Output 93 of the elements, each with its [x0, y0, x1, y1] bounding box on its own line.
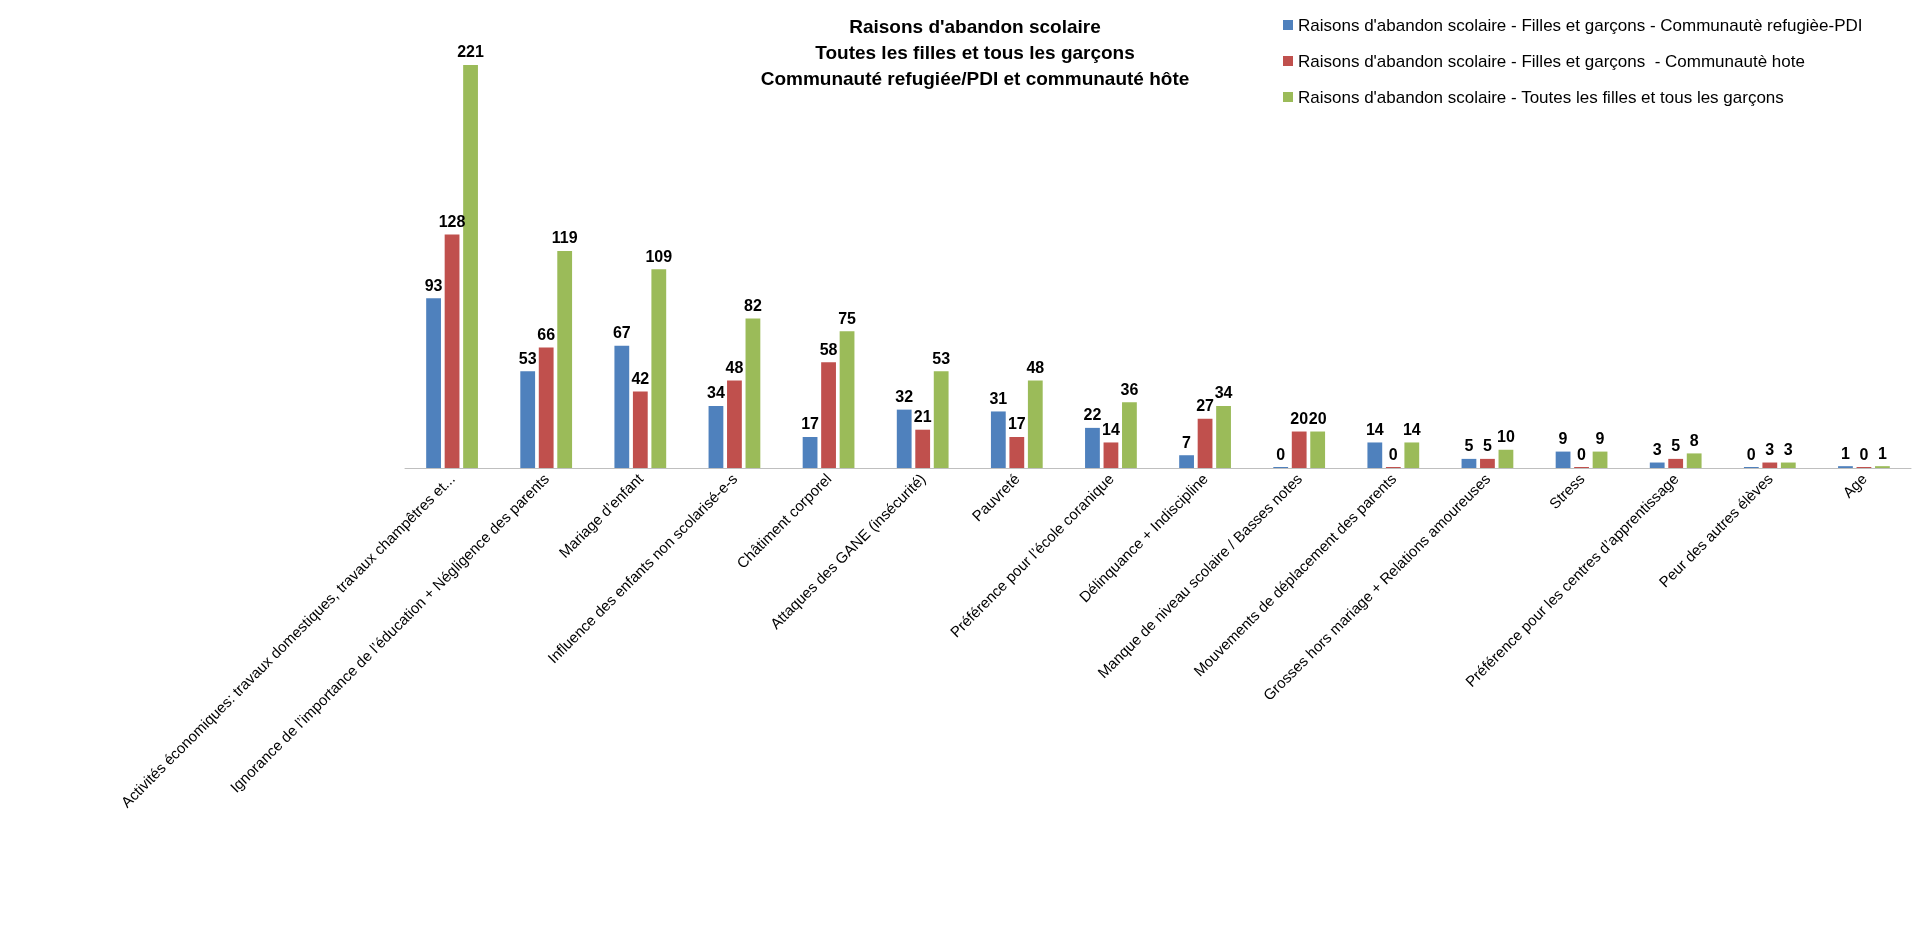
bar: [1649, 462, 1665, 468]
data-label: 34: [1214, 384, 1233, 402]
data-label: 0: [1577, 445, 1587, 463]
bar: [1780, 462, 1796, 468]
data-label: 42: [631, 369, 650, 387]
bar: [1103, 442, 1119, 468]
data-label: 3: [1652, 441, 1662, 459]
bar: [444, 234, 460, 468]
data-label: 5: [1464, 437, 1474, 455]
x-tick-label: Age: [1839, 469, 1870, 501]
bar: [1310, 431, 1326, 468]
bar: [1480, 458, 1495, 468]
data-label: 66: [537, 326, 556, 344]
data-label: 5: [1671, 437, 1681, 455]
bar: [614, 345, 630, 468]
data-label: 10: [1497, 428, 1515, 446]
bar: [651, 269, 667, 468]
bar: [1179, 455, 1194, 468]
data-label: 7: [1182, 433, 1192, 451]
bar: [708, 405, 724, 468]
data-label: 1: [1841, 444, 1850, 462]
data-label: 32: [895, 388, 914, 406]
data-label: 9: [1558, 430, 1568, 448]
data-label: 14: [1102, 420, 1120, 438]
bar: [1461, 458, 1477, 468]
bar: [1686, 453, 1702, 468]
data-label: 109: [645, 247, 673, 265]
legend-label: Raisons d'abandon scolaire - Filles et garçons - Communautè hote: [1298, 51, 1805, 71]
data-label: 53: [932, 349, 951, 367]
bar: [1762, 462, 1778, 468]
data-label: 14: [1365, 420, 1384, 438]
bar: [1197, 418, 1213, 468]
bar: [538, 347, 554, 468]
bar: [1367, 442, 1383, 468]
data-label: 17: [801, 415, 820, 433]
data-label: 27: [1196, 397, 1215, 415]
data-label: 36: [1120, 380, 1139, 398]
bar: [727, 380, 742, 468]
bar: [839, 331, 855, 468]
bar: [1555, 451, 1571, 468]
bar: [520, 371, 536, 468]
bar: [1085, 427, 1100, 468]
data-label: 3: [1765, 441, 1775, 459]
bar: [463, 64, 478, 468]
data-label: 53: [518, 349, 537, 367]
data-label: 0: [1388, 445, 1398, 463]
data-label: 22: [1083, 406, 1102, 424]
data-label: 48: [1026, 358, 1045, 376]
bar: [933, 371, 949, 468]
bar: [915, 429, 931, 468]
bar: [1009, 436, 1025, 468]
data-label: 17: [1007, 415, 1026, 433]
bar: [821, 362, 836, 468]
data-label: 20: [1308, 410, 1327, 428]
data-label: 221: [457, 43, 484, 61]
data-label: 48: [725, 358, 744, 376]
bar: [1498, 449, 1514, 468]
data-label: 58: [819, 340, 838, 358]
bar: [632, 391, 648, 468]
data-label: 5: [1482, 437, 1492, 455]
data-label: 0: [1276, 445, 1286, 463]
bar: [745, 318, 761, 468]
bar: [557, 250, 573, 468]
bar: [1592, 451, 1608, 468]
data-label: 82: [744, 296, 762, 314]
data-label: 3: [1783, 441, 1793, 459]
data-label: 21: [913, 408, 932, 426]
bar: [1668, 458, 1684, 468]
data-label: 0: [1859, 445, 1869, 463]
bar: [802, 436, 818, 468]
data-label: 93: [424, 276, 443, 294]
legend-label: Raisons d'abandon scolaire - Toutes les filles et tous les garçons: [1298, 87, 1784, 107]
data-label: 75: [838, 309, 857, 327]
legend-label: Raisons d'abandon scolaire - Filles et garçons - Communautè refugièe-PDI: [1298, 15, 1863, 35]
bar: [1404, 442, 1420, 468]
bar: [1216, 405, 1231, 468]
chart-title: Raisons d'abandon scolaire Toutes les filles et tous les garçons Communauté refugiée/PDI et communauté hôte: [760, 15, 1190, 89]
data-label: 31: [989, 389, 1008, 407]
data-label: 67: [612, 324, 631, 342]
data-label: 8: [1689, 431, 1699, 449]
bar: [426, 298, 441, 468]
data-label: 14: [1402, 420, 1421, 438]
bar: [1027, 380, 1043, 468]
bar: [990, 411, 1006, 468]
data-label: 119: [551, 229, 578, 247]
bar: [896, 409, 912, 468]
data-label: 1: [1877, 444, 1887, 462]
bar: [1122, 402, 1137, 468]
data-label: 0: [1746, 445, 1756, 463]
data-label: 34: [707, 384, 725, 402]
data-label: 9: [1595, 430, 1605, 448]
bar: [1291, 431, 1307, 468]
data-label: 20: [1290, 410, 1309, 428]
